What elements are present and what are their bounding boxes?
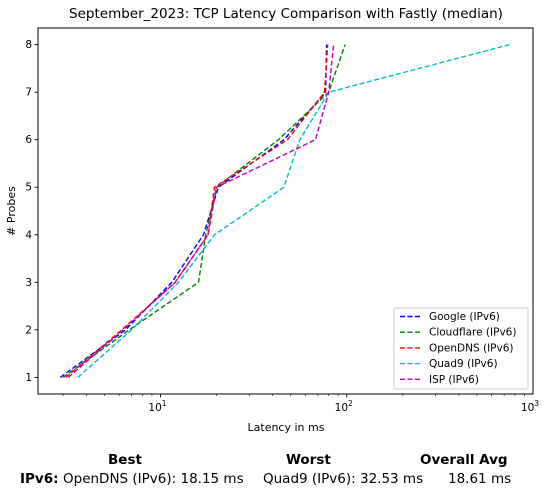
x-axis-label: Latency in ms (248, 421, 325, 434)
worst-header: Worst (286, 452, 331, 468)
legend-label: Quad9 (IPv6) (429, 358, 498, 370)
y-tick-label: 7 (25, 87, 32, 99)
y-tick-label: 4 (25, 229, 32, 241)
plot-frame (37, 27, 534, 395)
y-tick-label: 6 (25, 134, 32, 146)
y-tick-label: 1 (25, 372, 32, 384)
y-tick-label: 2 (25, 324, 32, 336)
legend-label: Google (IPv6) (429, 311, 500, 323)
chart-title: September_2023: TCP Latency Comparison w… (69, 6, 503, 22)
overall-avg-value: 18.61 ms (448, 471, 512, 487)
y-tick-label: 8 (25, 39, 32, 51)
y-tick-label: 3 (25, 277, 32, 289)
series-line-4 (77, 43, 510, 378)
overall-avg-header: Overall Avg (420, 452, 508, 468)
legend: Google (IPv6) Cloudflare (IPv6) OpenDNS (I… (393, 307, 529, 390)
row-label: IPv6: (20, 471, 59, 487)
legend-label: Cloudflare (IPv6) (429, 327, 516, 339)
legend-label: OpenDNS (IPv6) (429, 342, 514, 354)
legend-box (393, 307, 529, 390)
summary-table: Best Worst Overall Avg IPv6: OpenDNS (IP… (0, 446, 551, 496)
best-value: OpenDNS (IPv6): 18.15 ms (63, 471, 244, 487)
best-header: Best (108, 452, 142, 468)
series-line-5 (67, 44, 335, 378)
y-axis-label: # Probes (5, 186, 18, 236)
series-line-3 (65, 44, 329, 378)
y-tick-label: 5 (25, 182, 32, 194)
series-line-2 (62, 44, 346, 378)
worst-value: Quad9 (IPv6): 32.53 ms (263, 471, 424, 487)
legend-label: ISP (IPv6) (429, 374, 479, 386)
latency-chart: September_2023: TCP Latency Comparison w… (5, 6, 540, 434)
